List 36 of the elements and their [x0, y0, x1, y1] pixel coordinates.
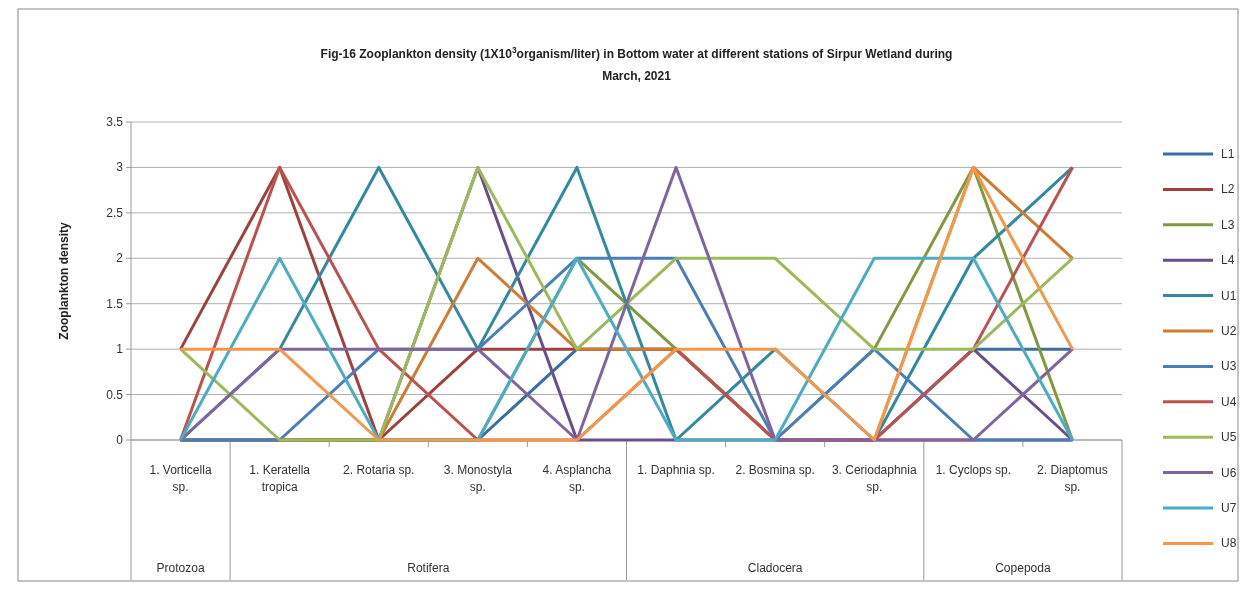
x-tick-label: 1. Cyclops sp.: [935, 463, 1012, 477]
x-tick-label: 1. Daphnia sp.: [637, 463, 715, 477]
chart-title: Fig-16 Zooplankton density (1X10$^{3}$organism/liter) in Bottom water at different stations of Sirpur Wetland during March, 2021: [320, 45, 953, 83]
y-tick-label: 3.5: [106, 115, 124, 129]
legend-label: U8: [1221, 536, 1237, 551]
legend-label: U5: [1221, 430, 1237, 445]
legend-label: U7: [1221, 501, 1237, 515]
y-tick-label: 2.5: [106, 205, 124, 220]
text: Protozoa: [156, 561, 205, 575]
legend-label: L1: [1221, 147, 1235, 161]
y-tick-label: 0.5: [106, 387, 124, 402]
legend-label: L4: [1221, 253, 1235, 268]
x-tick-label: 3. Ceriodaphnia sp.: [831, 463, 917, 494]
y-axis-title: Zooplankton density: [57, 222, 71, 340]
y-tick-label: 1.5: [106, 296, 124, 311]
x-tick-label: 3. Monostyla sp.: [443, 463, 513, 494]
legend-label: U1: [1221, 288, 1237, 303]
legend-label: U4: [1221, 394, 1237, 409]
x-tick-label: 2. Rotaria sp.: [343, 463, 415, 477]
x-tick-label: 1. Vorticella sp.: [149, 463, 212, 494]
legend-label: U2: [1221, 324, 1237, 338]
y-tick-label: 3: [116, 160, 124, 175]
text: Cladocera: [747, 561, 803, 575]
x-tick-label: 2. Bosmina sp.: [735, 463, 815, 477]
y-tick-label: 0: [116, 433, 124, 447]
x-tick-label: 1. Keratella tropica: [249, 463, 311, 494]
legend-label: L3: [1221, 217, 1235, 232]
legend-label: U3: [1221, 359, 1237, 374]
y-tick-label: 2: [116, 251, 124, 266]
text: Copepoda: [995, 561, 1051, 575]
legend-label: U6: [1221, 465, 1237, 480]
text: Rotifera: [407, 561, 450, 575]
x-tick-label: 4. Asplancha sp.: [542, 463, 612, 494]
y-tick-label: 1: [116, 342, 124, 357]
x-tick-label: 2. Diaptomus sp.: [1037, 463, 1108, 494]
legend-label: L2: [1221, 182, 1235, 197]
